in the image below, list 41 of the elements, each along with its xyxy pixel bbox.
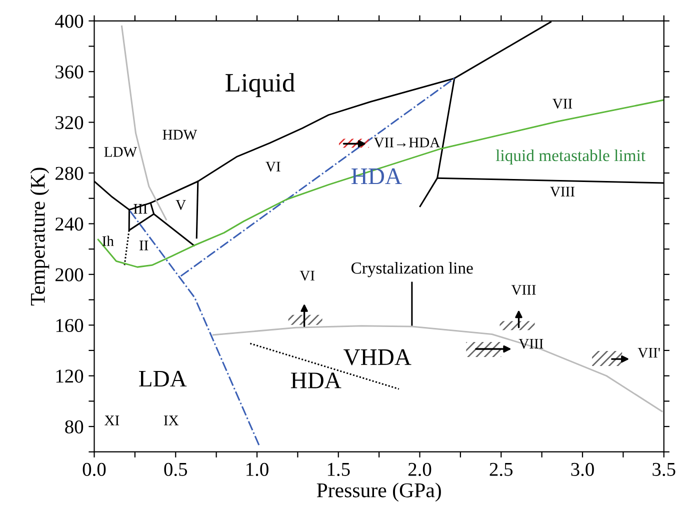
annotation: Ih <box>102 236 114 246</box>
series-label: HDA <box>352 168 402 184</box>
annotation: IX <box>164 416 179 426</box>
x-tick-label: 0.0 <box>82 462 106 476</box>
annotation: HDW <box>162 130 198 140</box>
annotation: VI <box>300 270 314 281</box>
y-tick-label: 120 <box>56 370 84 383</box>
x-tick-label: 3.5 <box>652 462 676 476</box>
y-tick-label: 240 <box>56 218 84 231</box>
annotation: II <box>139 240 148 250</box>
annotation: VIII <box>518 338 544 349</box>
annotation: VHDA <box>344 349 412 366</box>
y-tick-label: 280 <box>56 166 84 180</box>
annotation: VIII <box>550 186 575 197</box>
x-tick-label: 1.0 <box>246 462 268 476</box>
x-tick-label: 3.0 <box>571 462 594 476</box>
annotation: VIII <box>511 285 536 295</box>
annotation: LDA <box>139 370 187 386</box>
series-label: liquid metastable limit <box>496 149 646 165</box>
x-tick-label: 2.5 <box>490 462 513 476</box>
annotation: VII <box>552 98 572 109</box>
x-axis-title: Pressure (GPa) <box>316 482 441 502</box>
annotation: LDW <box>104 147 138 157</box>
annotation: HDA <box>290 372 342 388</box>
y-axis-title: Temperature (K) <box>30 168 50 306</box>
y-tick-label: 360 <box>56 65 84 79</box>
y-tick-label: 200 <box>56 268 84 282</box>
annotation: V <box>176 200 186 210</box>
x-tick-label: 2.0 <box>408 462 432 476</box>
y-tick-label: 160 <box>56 318 84 332</box>
annotation: VII' <box>638 348 660 358</box>
annotation: VI <box>266 162 280 172</box>
y-tick-label: 320 <box>56 116 84 130</box>
x-tick-label: 1.5 <box>328 462 350 476</box>
y-tick-label: 400 <box>55 14 84 28</box>
annotation: VII→HDA <box>374 138 440 148</box>
annotation: Liquid <box>226 73 295 98</box>
annotation: Crystalization line <box>351 262 473 278</box>
x-tick-label: 0.5 <box>164 462 188 476</box>
annotation: XI <box>104 416 120 426</box>
y-tick-label: 80 <box>65 420 84 434</box>
